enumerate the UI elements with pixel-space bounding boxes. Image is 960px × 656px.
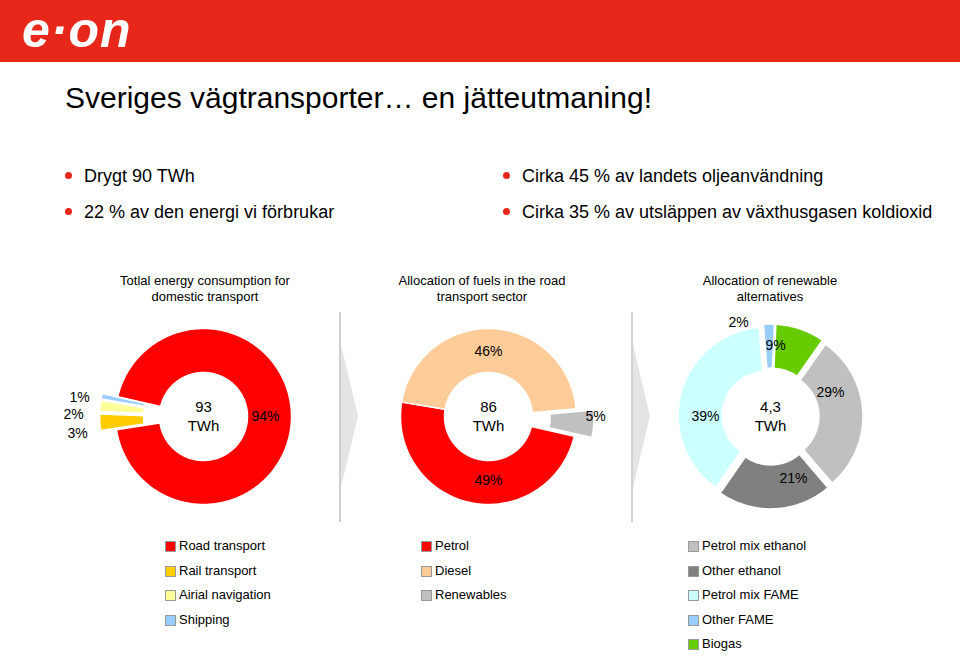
html-text:Petrol mix FAME: Petrol mix FAME <box>702 587 799 602</box>
svg-text:3%: 3% <box>67 425 87 441</box>
html-text:e·on: e·on <box>22 2 132 58</box>
html-text:22 % av den energi vi förbruka: 22 % av den energi vi förbrukar <box>84 202 335 222</box>
svg-text:39%: 39% <box>691 408 719 424</box>
svg-text:93: 93 <box>195 398 212 415</box>
html-text:Petrol: Petrol <box>435 538 469 553</box>
html-text:Shipping: Shipping <box>179 611 230 627</box>
svg-text:46%: 46% <box>474 343 502 359</box>
svg-text:2%: 2% <box>728 314 748 330</box>
svg-text:9%: 9% <box>765 337 785 353</box>
html-text:Allocation of renewable altern: Allocation of renewable alternatives <box>702 273 838 304</box>
html-text:Diesel: Diesel <box>435 562 472 578</box>
svg-text:94%: 94% <box>251 408 279 424</box>
svg-text:TWh: TWh <box>755 417 787 434</box>
html-text:Petrol mix ethanol: Petrol mix ethanol <box>702 538 807 553</box>
html-text:Drygt 90 TWh: Drygt 90 TWh <box>84 166 195 186</box>
html-text:Rail transport: Rail transport <box>179 562 257 578</box>
html-text:Biogas: Biogas <box>702 636 742 651</box>
html-text:Sveriges vägtransporter… en jä: Sveriges vägtransporter… en jätteutmanin… <box>65 81 652 114</box>
html-text:Other ethanol: Other ethanol <box>702 562 781 578</box>
svg-text:49%: 49% <box>474 472 502 488</box>
svg-text:29%: 29% <box>816 384 844 400</box>
html-text:Totlal energy consumption for: Totlal energy consumption for domestic t… <box>120 273 290 304</box>
svg-text:TWh: TWh <box>188 417 220 434</box>
html-text:Road transport: Road transport <box>179 538 265 553</box>
svg-text:86: 86 <box>480 398 497 415</box>
html-text:Cirka 45 % av landets oljeanvä: Cirka 45 % av landets oljeanvändning <box>522 166 824 186</box>
html-text:Cirka 35 % av utsläppen av väx: Cirka 35 % av utsläppen av växthusgasen … <box>522 202 933 222</box>
svg-text:5%: 5% <box>585 408 605 424</box>
html-text:Other FAME: Other FAME <box>702 611 774 627</box>
html-text:Renewables: Renewables <box>435 587 507 602</box>
svg-text:TWh: TWh <box>473 417 505 434</box>
svg-text:1%: 1% <box>69 389 89 405</box>
html-text:Allocation of fuels in the roa: Allocation of fuels in the road transpor… <box>398 273 566 304</box>
svg-text:2%: 2% <box>63 406 83 422</box>
svg-text:21%: 21% <box>779 470 807 486</box>
html-text:Airial navigation: Airial navigation <box>179 587 271 602</box>
svg-text:4,3: 4,3 <box>760 398 781 415</box>
